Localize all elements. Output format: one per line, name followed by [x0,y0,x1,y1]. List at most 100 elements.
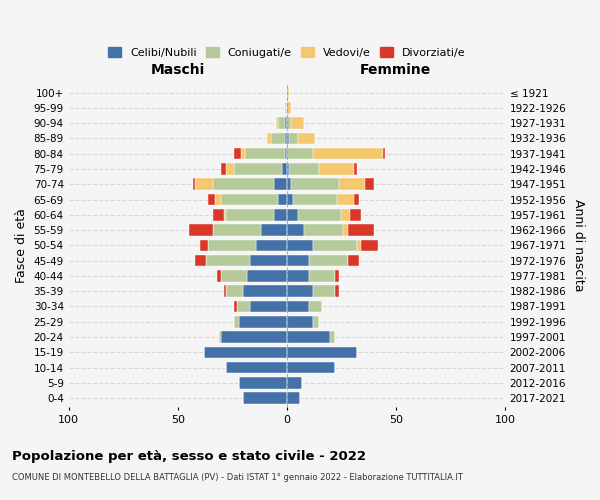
Bar [287,286,313,297]
Bar [212,209,224,220]
Bar [287,132,289,144]
Bar [226,286,243,297]
Bar [188,224,212,236]
Bar [313,240,356,251]
Bar [226,163,235,174]
Bar [287,87,289,98]
Bar [287,194,293,205]
Bar [274,209,287,220]
Bar [350,209,361,220]
Bar [212,178,274,190]
Bar [287,377,302,388]
Bar [256,240,287,251]
Bar [208,240,256,251]
Text: Maschi: Maschi [151,63,205,77]
Bar [250,301,287,312]
Bar [206,255,250,266]
Bar [287,392,300,404]
Bar [331,332,335,343]
Bar [204,346,287,358]
Bar [298,209,341,220]
Bar [221,270,247,281]
Y-axis label: Anni di nascita: Anni di nascita [572,199,585,292]
Text: COMUNE DI MONTEBELLO DELLA BATTAGLIA (PV) - Dati ISTAT 1° gennaio 2022 - Elabora: COMUNE DI MONTEBELLO DELLA BATTAGLIA (PV… [12,472,463,482]
Bar [291,118,304,129]
Bar [235,148,241,160]
Bar [235,301,236,312]
Bar [287,301,308,312]
Bar [298,132,315,144]
Bar [283,163,287,174]
Bar [278,194,287,205]
Bar [236,301,250,312]
Bar [235,163,283,174]
Text: Femmine: Femmine [360,63,431,77]
Bar [361,240,379,251]
Bar [245,148,284,160]
Bar [287,332,331,343]
Bar [348,255,359,266]
Bar [313,316,319,328]
Bar [224,209,226,220]
Bar [355,194,359,205]
Bar [287,102,291,114]
Bar [193,178,195,190]
Bar [337,194,355,205]
Bar [287,163,289,174]
Bar [195,255,206,266]
Bar [339,178,365,190]
Bar [287,224,304,236]
Bar [355,163,356,174]
Bar [291,178,339,190]
Bar [313,148,383,160]
Bar [293,194,337,205]
Bar [289,163,319,174]
Bar [341,209,350,220]
Bar [287,240,313,251]
Y-axis label: Fasce di età: Fasce di età [15,208,28,283]
Bar [348,224,374,236]
Bar [308,270,335,281]
Bar [308,255,348,266]
Bar [239,377,287,388]
Bar [356,240,361,251]
Legend: Celibi/Nubili, Coniugati/e, Vedovi/e, Divorziati/e: Celibi/Nubili, Coniugati/e, Vedovi/e, Di… [104,44,469,61]
Bar [267,132,271,144]
Bar [239,316,287,328]
Bar [243,392,287,404]
Bar [284,102,287,114]
Bar [278,118,284,129]
Bar [243,286,287,297]
Bar [221,194,278,205]
Bar [271,132,284,144]
Bar [313,286,335,297]
Bar [287,270,308,281]
Bar [274,178,287,190]
Bar [287,255,308,266]
Bar [365,178,374,190]
Bar [200,240,208,251]
Text: Popolazione per età, sesso e stato civile - 2022: Popolazione per età, sesso e stato civil… [12,450,366,463]
Bar [241,148,245,160]
Bar [250,255,287,266]
Bar [226,209,274,220]
Bar [287,118,291,129]
Bar [289,132,298,144]
Bar [287,346,356,358]
Bar [383,148,385,160]
Bar [212,224,260,236]
Bar [308,301,322,312]
Bar [215,194,221,205]
Bar [284,148,287,160]
Bar [195,178,212,190]
Bar [235,316,239,328]
Bar [287,209,298,220]
Bar [335,270,339,281]
Bar [217,270,221,281]
Bar [284,118,287,129]
Bar [287,178,291,190]
Bar [284,132,287,144]
Bar [335,286,339,297]
Bar [276,118,278,129]
Bar [208,194,215,205]
